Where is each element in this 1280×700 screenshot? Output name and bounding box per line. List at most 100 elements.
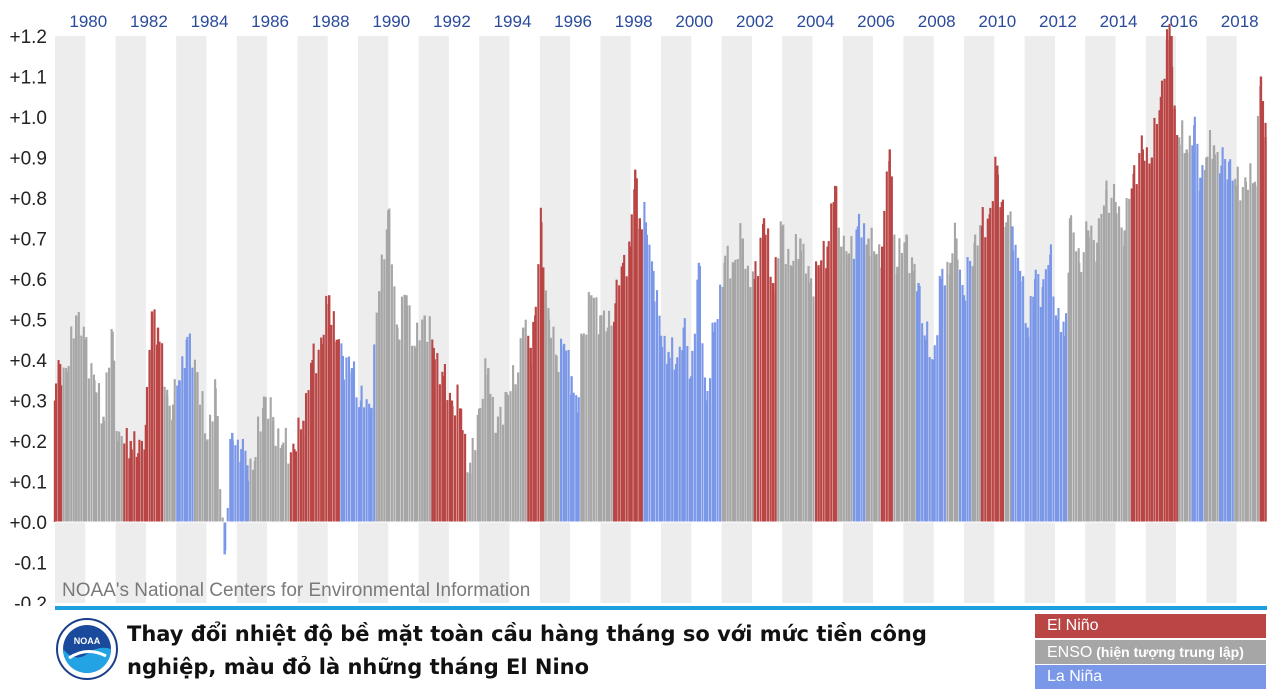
bar [1181, 120, 1184, 522]
bar [984, 237, 987, 523]
bar [751, 271, 755, 522]
bar-data-point [988, 214, 991, 522]
bar [317, 349, 320, 522]
bar [759, 237, 762, 522]
bar [1052, 296, 1055, 522]
bar [681, 350, 684, 522]
y-tick-label: +0.9 [9, 149, 47, 170]
bar [1125, 198, 1128, 522]
bar [1067, 272, 1070, 522]
bar [994, 156, 997, 522]
bar [938, 276, 941, 522]
bar [148, 349, 151, 522]
bar [363, 407, 366, 522]
bar [1059, 332, 1063, 522]
bar [365, 399, 368, 522]
bar [582, 333, 585, 522]
bar [592, 297, 595, 522]
bar-data-point [223, 522, 226, 555]
bar [173, 379, 176, 522]
bar [822, 240, 825, 523]
bar [999, 207, 1002, 522]
bar [1216, 151, 1219, 523]
bar-data-point [396, 327, 399, 522]
bar [484, 358, 487, 522]
bar-data-point [368, 408, 372, 522]
bar-data-point [808, 283, 811, 522]
bar-data-point [271, 420, 275, 522]
bar-data-point [1068, 218, 1072, 522]
bar [1208, 130, 1212, 522]
bar-data-point [576, 412, 579, 522]
bar-data-point [614, 303, 617, 522]
x-tick-label: 2016 [1160, 12, 1198, 31]
legend-item: La Niña [1035, 665, 1266, 689]
bar [595, 297, 598, 522]
bar [1249, 163, 1252, 522]
bar [524, 319, 527, 522]
bar [769, 276, 772, 522]
bar [764, 234, 767, 522]
bar [1082, 252, 1085, 522]
bar-data-point [196, 372, 199, 522]
bar-data-point [697, 262, 701, 522]
bar [284, 427, 287, 522]
bar-data-point [459, 408, 463, 522]
x-tick-label: 1994 [494, 12, 532, 31]
bar [1110, 197, 1113, 522]
bar [850, 236, 853, 523]
bar [494, 432, 497, 522]
bar [176, 385, 179, 522]
bar [921, 323, 924, 522]
bar [125, 427, 128, 522]
bar [398, 339, 401, 522]
bar [1163, 78, 1166, 523]
bar [655, 290, 659, 522]
bar [567, 349, 570, 522]
bar [736, 259, 739, 522]
bar [830, 203, 833, 522]
bar [1009, 211, 1012, 523]
bar [663, 335, 666, 522]
bar-data-point [1077, 262, 1081, 522]
bar [673, 369, 676, 522]
bar [294, 451, 297, 522]
legend: El Niño ENSO (hiện tượng trung lập) La Niñ… [1035, 614, 1266, 691]
bar [133, 431, 136, 522]
bar [464, 433, 467, 522]
bar [1062, 321, 1065, 522]
bar [1219, 173, 1222, 522]
bar-data-point [240, 449, 243, 522]
bar-data-point [311, 360, 314, 522]
bar [711, 322, 714, 522]
bar [466, 472, 469, 522]
bar-data-point [320, 343, 323, 522]
bar [77, 312, 80, 522]
y-tick-label: +0.4 [9, 351, 47, 372]
bar [426, 341, 429, 522]
bar [163, 386, 166, 522]
y-tick-label: -0.1 [14, 554, 47, 575]
bar [597, 334, 600, 522]
bar [304, 393, 308, 522]
x-tick-label: 1986 [251, 12, 289, 31]
bar [115, 430, 118, 522]
bar-data-point [514, 384, 517, 522]
chart-caption: Thay đổi nhiệt độ bề mặt toàn cầu hàng t… [127, 622, 927, 679]
bar [269, 397, 272, 522]
bar-data-point [874, 254, 878, 522]
x-tick-label: 1988 [312, 12, 350, 31]
bar [890, 176, 893, 522]
bar-data-point [1220, 165, 1223, 522]
bar-data-point [185, 339, 189, 522]
bar [946, 261, 949, 522]
bar [678, 346, 681, 522]
bar-data-point [996, 165, 999, 522]
bar [1044, 269, 1047, 522]
bar [67, 365, 70, 522]
bar [436, 353, 439, 522]
bar [1153, 117, 1156, 522]
bar [1145, 147, 1148, 522]
bar-data-point [214, 388, 217, 522]
bar [1231, 180, 1234, 522]
